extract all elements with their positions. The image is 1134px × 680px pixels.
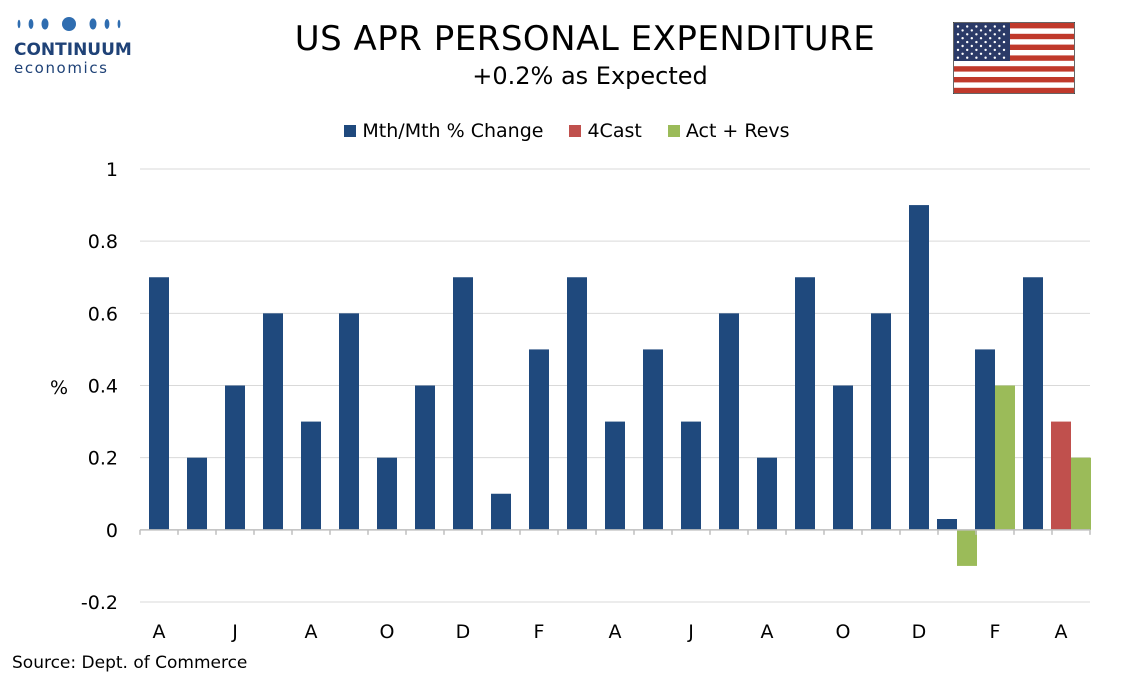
y-tick-label: 0	[106, 520, 118, 542]
x-tick-label: A	[153, 621, 166, 643]
legend-item-series-2: 4Cast	[569, 118, 642, 144]
y-tick-label: 1	[106, 159, 118, 181]
bar-1-5	[339, 313, 359, 530]
x-tick-label: D	[456, 621, 471, 643]
bars	[149, 205, 1091, 566]
bar-3-21	[957, 529, 977, 566]
source-note: Source: Dept. of Commerce	[12, 653, 248, 673]
bar-1-13	[643, 349, 663, 530]
bar-1-18	[833, 385, 853, 530]
x-axis	[139, 529, 1091, 535]
bar-1-4	[301, 421, 321, 530]
bar-1-17	[795, 277, 815, 530]
x-tick-label: A	[1055, 621, 1068, 643]
x-tick-label: A	[305, 621, 318, 643]
bar-1-22	[975, 349, 995, 530]
bar-1-7	[415, 385, 435, 530]
chart-subtitle: +0.2% as Expected	[472, 62, 708, 90]
bar-1-10	[529, 349, 549, 530]
x-tick-label: J	[687, 621, 694, 643]
x-tick-label: O	[380, 621, 395, 643]
bar-1-12	[605, 421, 625, 530]
bar-1-23	[1023, 277, 1043, 530]
x-tick-label: F	[534, 621, 545, 643]
bar-1-2	[225, 385, 245, 530]
bar-1-8	[453, 277, 473, 530]
us-flag-icon	[953, 22, 1075, 94]
bar-1-1	[187, 457, 207, 530]
legend-swatch-series-1	[344, 125, 357, 137]
bar-2-24	[1051, 421, 1071, 530]
y-tick-label: -0.2	[81, 592, 118, 614]
bar-1-9	[491, 493, 511, 530]
logo-subtitle: economics	[14, 59, 109, 77]
legend-label-series-3: Act + Revs	[685, 120, 790, 142]
tick-labels: -0.2 0 0.2 0.4 0.6 0.8 1 A J A O D F A J A O D F A	[81, 159, 1068, 643]
bar-1-15	[719, 313, 739, 530]
y-tick-label: 0.8	[88, 231, 118, 253]
legend: Mth/Mth % Change 4Cast Act + Revs	[0, 118, 1134, 144]
x-tick-label: O	[836, 621, 851, 643]
bar-3-24	[1071, 457, 1091, 530]
legend-label-series-2: 4Cast	[587, 120, 642, 142]
bar-3-22	[995, 385, 1015, 530]
logo: CONTINUUM economics	[14, 14, 132, 76]
x-tick-label: F	[990, 621, 1001, 643]
legend-label-series-1: Mth/Mth % Change	[362, 120, 544, 142]
legend-swatch-series-3	[667, 125, 680, 137]
y-tick-label: 0.4	[88, 376, 118, 398]
bar-1-3	[263, 313, 283, 530]
legend-item-series-3: Act + Revs	[667, 118, 790, 144]
bar-1-21	[937, 519, 957, 530]
bar-1-19	[871, 313, 891, 530]
bar-1-0	[149, 277, 169, 530]
bar-1-6	[377, 457, 397, 530]
bar-1-16	[757, 457, 777, 530]
chart-title: US APR PERSONAL EXPENDITURE	[294, 19, 876, 59]
x-tick-label: A	[609, 621, 622, 643]
bar-1-11	[567, 277, 587, 530]
logo-name: CONTINUUM	[14, 40, 132, 60]
legend-swatch-series-2	[569, 125, 582, 137]
bar-1-14	[681, 421, 701, 530]
legend-item-series-1: Mth/Mth % Change	[344, 118, 543, 144]
y-axis-label: %	[50, 377, 68, 399]
y-tick-label: 0.2	[88, 448, 118, 470]
x-tick-label: D	[912, 621, 927, 643]
logo-dots-icon	[17, 17, 121, 31]
x-tick-label: A	[761, 621, 774, 643]
x-tick-label: J	[231, 621, 238, 643]
bar-1-20	[909, 205, 929, 530]
y-tick-label: 0.6	[88, 303, 118, 325]
